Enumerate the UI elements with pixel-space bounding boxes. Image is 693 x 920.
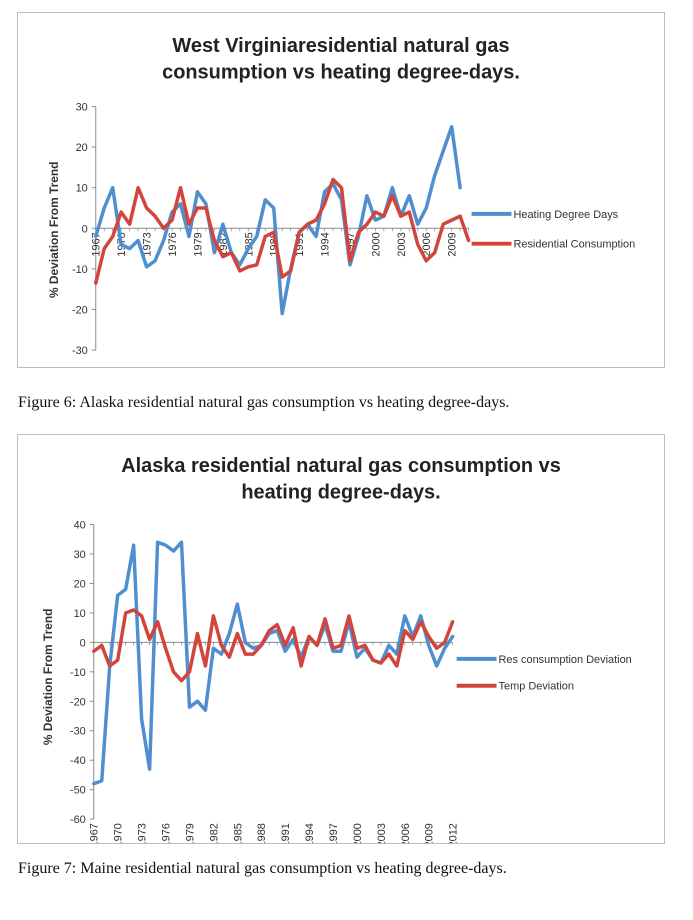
x-tick-label: 1976 bbox=[167, 232, 179, 256]
y-tick-label: -20 bbox=[70, 696, 86, 708]
x-tick-label: 1988 bbox=[256, 823, 268, 843]
x-tick-label: 1994 bbox=[304, 823, 316, 843]
y-tick-label: -30 bbox=[72, 345, 88, 357]
figure-6-caption: Figure 6: Alaska residential natural gas… bbox=[18, 394, 510, 411]
x-tick-label: 1979 bbox=[184, 823, 196, 843]
y-tick-label: 20 bbox=[76, 142, 88, 154]
legend-label-2: Residential Consumption bbox=[513, 239, 635, 251]
y-tick-label: -40 bbox=[70, 755, 86, 767]
series-line-1 bbox=[94, 125, 462, 316]
chart-ak: Alaska residential natural gas consumpti… bbox=[41, 455, 632, 843]
x-tick-label: 2009 bbox=[424, 823, 436, 843]
legend-label-1: Heating Degree Days bbox=[513, 209, 618, 221]
y-tick-label: 10 bbox=[74, 608, 86, 620]
x-tick-label: 1967 bbox=[89, 823, 101, 843]
y-tick-label: -10 bbox=[72, 264, 88, 276]
x-tick-label: 2012 bbox=[448, 823, 460, 843]
chart-wv: West Virginiaresidential natural gas con… bbox=[47, 35, 635, 357]
x-tick-label: 1976 bbox=[161, 823, 173, 843]
x-tick-label: 2000 bbox=[352, 823, 364, 843]
legend-label-2: Temp Deviation bbox=[499, 681, 574, 693]
y-tick-label: -20 bbox=[72, 304, 88, 316]
x-tick-label: 2006 bbox=[400, 823, 412, 843]
y-tick-label: 40 bbox=[74, 520, 86, 532]
chart-title-line-2: heating degree-days. bbox=[241, 482, 440, 504]
x-tick-label: 1982 bbox=[208, 823, 220, 843]
y-tick-label: -30 bbox=[70, 726, 86, 738]
y-tick-label: 30 bbox=[74, 549, 86, 561]
x-tick-label: 1991 bbox=[280, 823, 292, 843]
y-tick-label: 10 bbox=[76, 183, 88, 195]
y-axis-label: % Deviation From Trend bbox=[47, 162, 61, 298]
chart-title-line-1: West Virginiaresidential natural gas bbox=[172, 35, 509, 57]
legend-label-1: Res consumption Deviation bbox=[499, 654, 632, 666]
x-tick-label: 2003 bbox=[396, 232, 408, 256]
chart-title-line-1: Alaska residential natural gas consumpti… bbox=[121, 455, 561, 477]
chart-ak-container: Alaska residential natural gas consumpti… bbox=[17, 434, 665, 844]
x-tick-label: 2009 bbox=[447, 232, 459, 256]
y-tick-label: 0 bbox=[82, 223, 88, 235]
x-tick-label: 1994 bbox=[320, 232, 332, 256]
plot-area: -60 -50 -40 -30 -20 -10 0 10 20 30 40 1967 1970 1973 1… bbox=[70, 520, 632, 843]
x-tick-label: 1985 bbox=[232, 823, 244, 843]
series-line-2 bbox=[94, 177, 471, 285]
x-tick-label: 1967 bbox=[91, 232, 103, 256]
chart-wv-container: West Virginiaresidential natural gas con… bbox=[17, 12, 665, 368]
chart-title-line-2: consumption vs heating degree-days. bbox=[162, 62, 520, 84]
y-tick-label: -10 bbox=[70, 667, 86, 679]
y-tick-label: 30 bbox=[76, 101, 88, 113]
y-tick-label: 20 bbox=[74, 578, 86, 590]
x-tick-label: 2006 bbox=[421, 232, 433, 256]
figure-7-caption: Figure 7: Maine residential natural gas … bbox=[18, 860, 507, 877]
y-tick-label: -50 bbox=[70, 785, 86, 797]
y-tick-label: 0 bbox=[80, 637, 86, 649]
y-axis-label: % Deviation From Trend bbox=[41, 609, 55, 746]
x-tick-label: 1970 bbox=[113, 823, 125, 843]
x-tick-label: 2000 bbox=[370, 232, 382, 256]
x-tick-label: 1973 bbox=[137, 823, 149, 843]
x-tick-label: 1979 bbox=[192, 232, 204, 256]
x-tick-label: 1973 bbox=[142, 232, 154, 256]
series-line-1 bbox=[92, 540, 455, 786]
y-tick-label: -60 bbox=[70, 814, 86, 826]
x-tick-label: 2003 bbox=[376, 823, 388, 843]
series-line-2 bbox=[92, 608, 455, 683]
x-tick-label: 1997 bbox=[328, 823, 340, 843]
